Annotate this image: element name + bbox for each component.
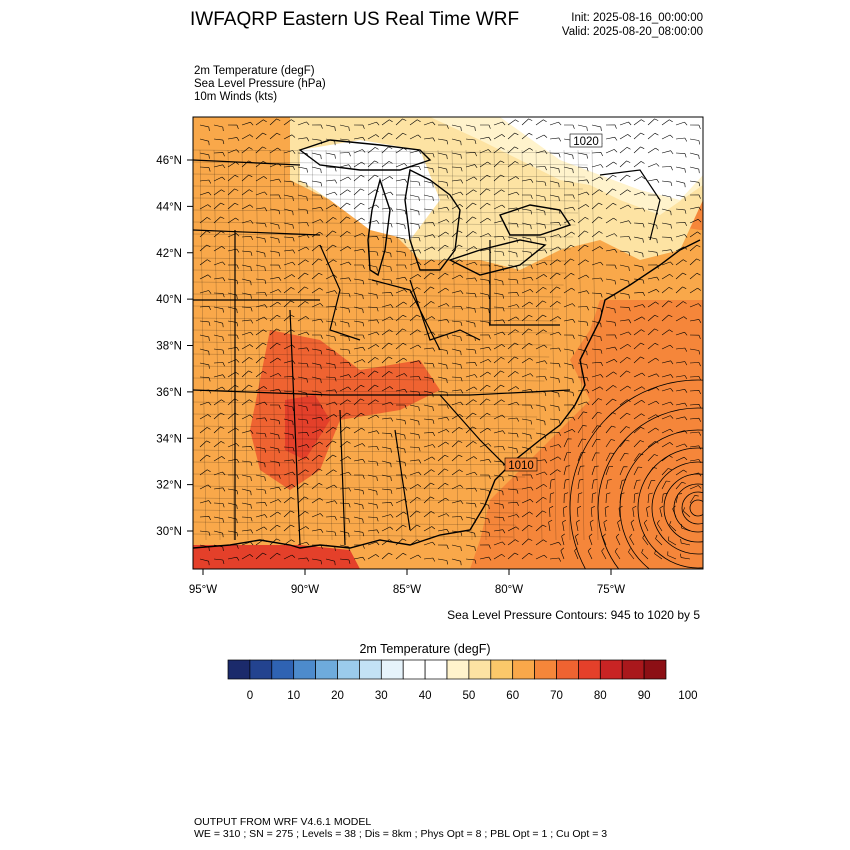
lat-tick-label: 42°N xyxy=(156,248,182,260)
colorbar-swatch xyxy=(424,659,448,680)
colorbar-swatch xyxy=(293,659,316,680)
svg-text:1020: 1020 xyxy=(573,136,599,148)
colorbar-tick-label: 50 xyxy=(463,690,476,702)
colorbar-swatch xyxy=(534,659,557,680)
white-region-new-england xyxy=(500,117,703,200)
latitude-axis: 46°N 44°N 42°N 40°N 38°N 36°N 34°N 32°N 30°N xyxy=(156,155,193,538)
colorbar-swatch xyxy=(402,659,426,680)
colorbar-tick-label: 40 xyxy=(419,690,432,702)
colorbar-tick-label: 100 xyxy=(678,690,697,702)
lat-tick-label: 30°N xyxy=(156,526,182,538)
colorbar-tick-label: 20 xyxy=(331,690,344,702)
lat-tick-label: 40°N xyxy=(156,294,182,306)
lon-tick-label: 90°W xyxy=(291,584,319,596)
lat-tick-label: 44°N xyxy=(156,201,182,213)
colorbar-tick-label: 60 xyxy=(506,690,519,702)
colorbar-swatch xyxy=(490,659,514,680)
contour-note: Sea Level Pressure Contours: 945 to 1020… xyxy=(447,608,700,622)
plot-title: IWFAQRP Eastern US Real Time WRF xyxy=(190,9,520,30)
colorbar: 0 10 20 30 40 50 60 70 80 90 100 xyxy=(227,659,697,702)
field-label-winds: 10m Winds (kts) xyxy=(194,91,278,103)
map-area: 1020 1010 xyxy=(193,117,703,569)
lat-tick-label: 32°N xyxy=(156,480,182,492)
white-region-great-lakes xyxy=(300,140,440,240)
colorbar-swatch xyxy=(337,659,360,680)
wind-barbs xyxy=(199,118,702,566)
colorbar-swatch xyxy=(599,659,623,680)
colorbar-tick-label: 0 xyxy=(247,690,253,702)
lat-tick-label: 38°N xyxy=(156,341,182,353)
colorbar-swatch xyxy=(227,659,251,680)
colorbar-swatch xyxy=(249,659,273,680)
isobar-label-1020: 1020 xyxy=(569,133,603,148)
svg-text:1010: 1010 xyxy=(508,460,534,472)
isobar-label-1010: 1010 xyxy=(504,457,538,472)
footer-model-line: OUTPUT FROM WRF V4.6.1 MODEL xyxy=(194,816,372,828)
lon-tick-label: 75°W xyxy=(597,584,625,596)
lon-tick-label: 95°W xyxy=(189,584,217,596)
map-frame xyxy=(192,116,704,570)
lat-tick-label: 36°N xyxy=(156,387,182,399)
colorbar-swatch xyxy=(468,659,492,680)
colorbar-swatch xyxy=(556,659,579,680)
longitude-axis: 95°W 90°W 85°W 80°W 75°W xyxy=(189,569,625,596)
colorbar-tick-label: 70 xyxy=(550,690,563,702)
colorbar-swatch xyxy=(446,659,470,680)
colorbar-swatch xyxy=(512,659,535,680)
init-time: Init: 2025-08-16_00:00:00 xyxy=(571,12,703,24)
valid-time: Valid: 2025-08-20_08:00:00 xyxy=(561,26,703,38)
colorbar-tick-label: 90 xyxy=(638,690,651,702)
colorbar-tick-label: 30 xyxy=(375,690,388,702)
state-borders xyxy=(193,159,661,546)
colorbar-swatch xyxy=(621,659,645,680)
lat-tick-label: 46°N xyxy=(156,155,182,167)
colorbar-swatch xyxy=(271,659,295,680)
colorbar-swatch xyxy=(315,659,338,680)
gulf-warm-region xyxy=(193,545,360,569)
colorbar-swatch xyxy=(643,659,667,680)
colorbar-swatch xyxy=(578,659,601,680)
field-label-pressure: Sea Level Pressure (hPa) xyxy=(194,78,326,90)
colorbar-swatch xyxy=(359,659,382,680)
colorbar-swatch xyxy=(380,659,404,680)
hurricane-isobars xyxy=(569,379,703,569)
lon-tick-label: 80°W xyxy=(495,584,523,596)
colorbar-title: 2m Temperature (degF) xyxy=(359,642,491,656)
lon-tick-label: 85°W xyxy=(393,584,421,596)
colorbar-tick-label: 80 xyxy=(594,690,607,702)
colorbar-tick-label: 10 xyxy=(287,690,300,702)
footer-config-line: WE = 310 ; SN = 275 ; Levels = 38 ; Dis … xyxy=(194,828,608,840)
lat-tick-label: 34°N xyxy=(156,433,182,445)
field-label-temperature: 2m Temperature (degF) xyxy=(194,65,315,77)
